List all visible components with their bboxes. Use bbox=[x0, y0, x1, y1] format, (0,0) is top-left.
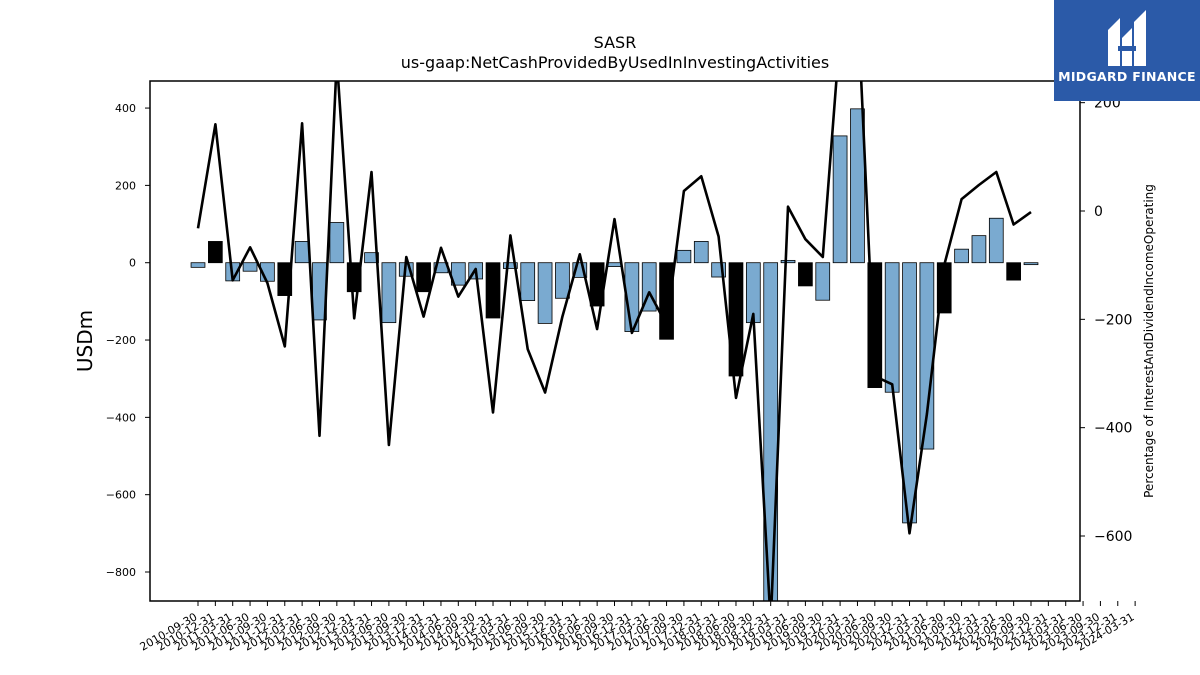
chart-title: SASR bbox=[594, 33, 637, 52]
bar bbox=[520, 262, 536, 301]
bar bbox=[971, 235, 987, 264]
y-tick-label: 400 bbox=[115, 102, 136, 115]
bar bbox=[1023, 262, 1039, 266]
y2-tick-label: 0 bbox=[1094, 204, 1103, 220]
y2-axis-label: Percentage of InterestAndDividendIncomeO… bbox=[1142, 184, 1156, 498]
bar bbox=[954, 248, 969, 264]
bar bbox=[242, 262, 258, 272]
y-tick-label: −800 bbox=[106, 566, 136, 579]
logo-text: MIDGARD FINANCE bbox=[1058, 69, 1196, 84]
bar bbox=[364, 252, 379, 264]
y2-tick-label: −400 bbox=[1094, 421, 1132, 437]
y2-tick-label: −200 bbox=[1094, 312, 1132, 328]
bar bbox=[815, 262, 831, 301]
y-tick-label: −600 bbox=[106, 489, 136, 502]
y-tick-label: −200 bbox=[106, 334, 136, 347]
chart-subtitle: us-gaap:NetCashProvidedByUsedInInvesting… bbox=[401, 53, 829, 72]
y-axis-left: −800 −600 −400 −200 0 200 400 bbox=[106, 102, 150, 579]
bar bbox=[988, 217, 1004, 264]
line-series bbox=[196, 81, 1032, 601]
bar bbox=[1006, 262, 1021, 281]
brand-logo: MIDGARD FINANCE bbox=[1054, 0, 1200, 101]
bar bbox=[190, 262, 206, 268]
bar bbox=[294, 241, 310, 264]
bar bbox=[884, 262, 900, 393]
y-tick-label: 0 bbox=[129, 257, 136, 270]
bar bbox=[798, 262, 813, 287]
y2-tick-label: −600 bbox=[1094, 529, 1132, 545]
bar bbox=[728, 262, 744, 377]
bar bbox=[659, 262, 674, 340]
bar bbox=[780, 259, 796, 264]
y-tick-label: 200 bbox=[115, 179, 136, 192]
bar bbox=[850, 108, 865, 264]
bar bbox=[381, 262, 397, 324]
bar bbox=[485, 262, 501, 319]
bar bbox=[555, 262, 570, 299]
bar bbox=[503, 262, 518, 269]
series-line bbox=[196, 81, 1032, 601]
bar bbox=[416, 262, 431, 293]
bar bbox=[832, 135, 848, 264]
y-tick-label: −400 bbox=[106, 411, 136, 424]
y-axis-label: USDm bbox=[73, 310, 97, 372]
bar bbox=[693, 241, 709, 264]
bar-series bbox=[190, 108, 1039, 601]
bar bbox=[537, 262, 553, 324]
bar bbox=[607, 262, 622, 267]
bar bbox=[208, 241, 223, 264]
bar bbox=[329, 222, 345, 264]
bar bbox=[676, 249, 692, 264]
plot-frame bbox=[149, 80, 1081, 602]
x-axis: 2010-09-302010-12-312011-03-312011-06-30… bbox=[138, 601, 1137, 654]
midgard-logo-icon bbox=[1108, 10, 1146, 66]
